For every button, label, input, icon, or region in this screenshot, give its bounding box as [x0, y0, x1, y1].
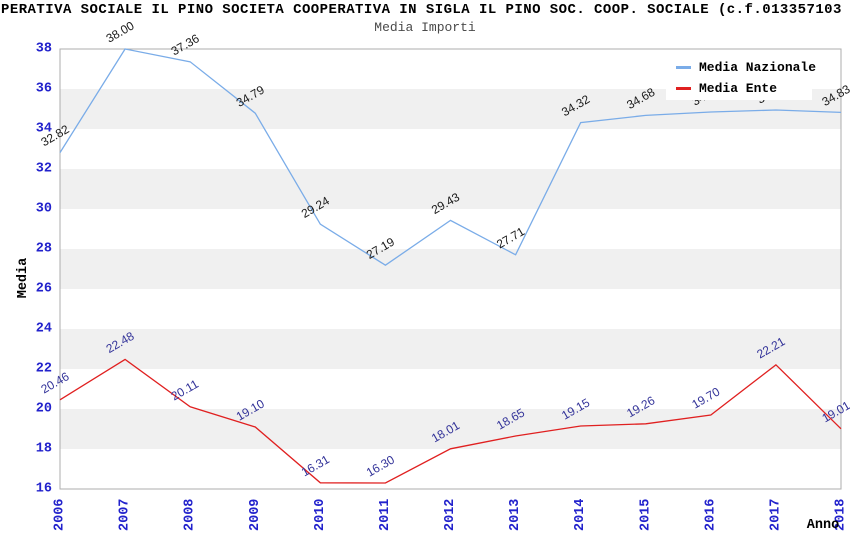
- legend-item-media-ente: Media Ente: [676, 81, 812, 96]
- svg-text:Anno: Anno: [807, 518, 839, 533]
- svg-text:26: 26: [36, 282, 52, 297]
- svg-text:2014: 2014: [573, 499, 588, 531]
- svg-text:2006: 2006: [53, 499, 68, 531]
- svg-text:2015: 2015: [638, 499, 653, 531]
- chart-title: PERATIVA SOCIALE IL PINO SOCIETA COOPERA…: [1, 2, 842, 18]
- svg-text:24: 24: [36, 322, 52, 337]
- svg-text:34: 34: [36, 122, 52, 137]
- svg-text:2009: 2009: [248, 499, 263, 531]
- chart-subtitle: Media Importi: [374, 20, 476, 35]
- chart-legend: Media Nazionale Media Ente: [666, 55, 816, 100]
- svg-text:2016: 2016: [703, 499, 718, 531]
- legend-label: Media Ente: [699, 80, 778, 96]
- svg-text:28: 28: [36, 242, 52, 257]
- svg-text:30: 30: [36, 202, 52, 217]
- svg-text:2010: 2010: [313, 499, 328, 531]
- svg-text:2012: 2012: [443, 499, 458, 531]
- svg-text:38.00: 38.00: [104, 18, 137, 45]
- svg-text:22: 22: [36, 362, 52, 377]
- svg-text:2013: 2013: [508, 499, 523, 531]
- media-nazionale-line-swatch-icon: [676, 65, 691, 69]
- svg-text:2008: 2008: [183, 499, 198, 531]
- svg-text:2017: 2017: [768, 499, 783, 531]
- svg-text:18: 18: [36, 442, 52, 457]
- legend-label: Media Nazionale: [699, 59, 817, 75]
- svg-text:36: 36: [36, 82, 52, 97]
- svg-text:2018: 2018: [834, 499, 849, 531]
- svg-text:20: 20: [36, 402, 52, 417]
- svg-text:16: 16: [36, 482, 52, 497]
- svg-text:2011: 2011: [378, 499, 393, 531]
- legend-item-media-nazionale: Media Nazionale: [676, 60, 816, 75]
- svg-text:38: 38: [36, 42, 52, 57]
- svg-text:32: 32: [36, 162, 52, 177]
- svg-text:2007: 2007: [118, 499, 133, 531]
- svg-text:Media: Media: [16, 258, 31, 299]
- media-ente-line-swatch-icon: [676, 86, 691, 90]
